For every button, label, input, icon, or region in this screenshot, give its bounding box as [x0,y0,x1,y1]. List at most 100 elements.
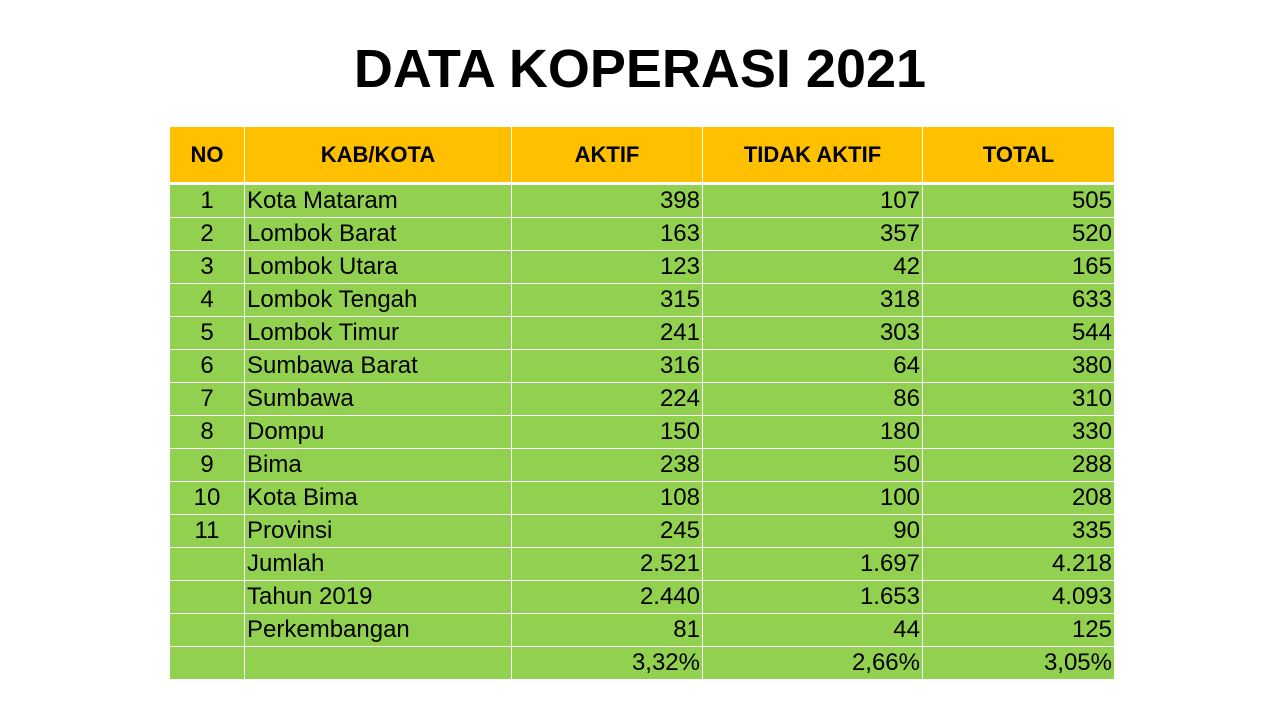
cell-total: 380 [922,349,1115,383]
header-aktif: AKTIF [511,126,703,184]
table-row: 11 Provinsi 245 90 335 [169,514,1115,548]
table-row: 7 Sumbawa 224 86 310 [169,382,1115,416]
cell-aktif: 108 [511,481,703,515]
cell-tidak-aktif: 303 [702,316,923,350]
table-row: 3,32% 2,66% 3,05% [169,646,1115,680]
cell-tidak-aktif: 180 [702,415,923,449]
table-row: 8 Dompu 150 180 330 [169,415,1115,449]
cell-aktif: 163 [511,217,703,251]
cell-no: 10 [169,481,245,515]
cell-total: 208 [922,481,1115,515]
cell-tidak-aktif: 42 [702,250,923,284]
header-tidak-aktif: TIDAK AKTIF [702,126,923,184]
cell-kab-kota: Kota Mataram [244,182,512,218]
cell-total: 4.218 [922,547,1115,581]
cell-no: 11 [169,514,245,548]
table-row: 1 Kota Mataram 398 107 505 [169,182,1115,218]
header-kab-kota: KAB/KOTA [244,126,512,184]
cell-total: 520 [922,217,1115,251]
cell-kab-kota [244,646,512,680]
cell-no: 3 [169,250,245,284]
cell-kab-kota: Lombok Timur [244,316,512,350]
cell-aktif: 224 [511,382,703,416]
table-row: 2 Lombok Barat 163 357 520 [169,217,1115,251]
table-row: 10 Kota Bima 108 100 208 [169,481,1115,515]
cell-aktif: 238 [511,448,703,482]
table-body: 1 Kota Mataram 398 107 505 2 Lombok Barat 163 35… [169,182,1115,680]
cell-no: 1 [169,182,245,218]
cell-aktif: 245 [511,514,703,548]
cell-no [169,580,245,614]
cell-no [169,547,245,581]
cell-kab-kota: Dompu [244,415,512,449]
cell-no: 7 [169,382,245,416]
cell-total: 310 [922,382,1115,416]
cell-tidak-aktif: 1.697 [702,547,923,581]
cell-total: 505 [922,182,1115,218]
table-row: 4 Lombok Tengah 315 318 633 [169,283,1115,317]
header-total: TOTAL [922,126,1115,184]
table-row: 3 Lombok Utara 123 42 165 [169,250,1115,284]
cell-no: 2 [169,217,245,251]
table-row: Tahun 2019 2.440 1.653 4.093 [169,580,1115,614]
cell-kab-kota: Tahun 2019 [244,580,512,614]
cell-kab-kota: Lombok Utara [244,250,512,284]
cell-no: 6 [169,349,245,383]
cell-kab-kota: Sumbawa Barat [244,349,512,383]
cell-total: 288 [922,448,1115,482]
cell-total: 544 [922,316,1115,350]
cell-tidak-aktif: 44 [702,613,923,647]
cell-kab-kota: Lombok Barat [244,217,512,251]
cell-tidak-aktif: 90 [702,514,923,548]
cell-tidak-aktif: 50 [702,448,923,482]
cell-no [169,646,245,680]
cell-tidak-aktif: 107 [702,182,923,218]
cell-no: 9 [169,448,245,482]
cell-kab-kota: Perkembangan [244,613,512,647]
cell-kab-kota: Sumbawa [244,382,512,416]
cell-total: 4.093 [922,580,1115,614]
cell-tidak-aktif: 86 [702,382,923,416]
cell-aktif: 81 [511,613,703,647]
cell-no [169,613,245,647]
cell-aktif: 2.521 [511,547,703,581]
cell-aktif: 2.440 [511,580,703,614]
cell-total: 3,05% [922,646,1115,680]
cell-tidak-aktif: 1.653 [702,580,923,614]
cell-total: 633 [922,283,1115,317]
table-row: 6 Sumbawa Barat 316 64 380 [169,349,1115,383]
cell-total: 165 [922,250,1115,284]
cell-aktif: 123 [511,250,703,284]
cell-aktif: 398 [511,182,703,218]
table-row: 9 Bima 238 50 288 [169,448,1115,482]
cell-kab-kota: Lombok Tengah [244,283,512,317]
cell-kab-kota: Provinsi [244,514,512,548]
cell-tidak-aktif: 318 [702,283,923,317]
cell-total: 330 [922,415,1115,449]
cell-aktif: 241 [511,316,703,350]
cell-kab-kota: Kota Bima [244,481,512,515]
cell-aktif: 150 [511,415,703,449]
table-row: 5 Lombok Timur 241 303 544 [169,316,1115,350]
cell-no: 5 [169,316,245,350]
cell-kab-kota: Bima [244,448,512,482]
cell-aktif: 3,32% [511,646,703,680]
koperasi-table: NO KAB/KOTA AKTIF TIDAK AKTIF TOTAL 1 Kot… [169,126,1115,680]
cell-tidak-aktif: 100 [702,481,923,515]
cell-total: 125 [922,613,1115,647]
cell-no: 8 [169,415,245,449]
cell-no: 4 [169,283,245,317]
cell-aktif: 315 [511,283,703,317]
cell-total: 335 [922,514,1115,548]
page-title: DATA KOPERASI 2021 [353,39,927,99]
table-row: Jumlah 2.521 1.697 4.218 [169,547,1115,581]
cell-tidak-aktif: 2,66% [702,646,923,680]
table-row: Perkembangan 81 44 125 [169,613,1115,647]
cell-kab-kota: Jumlah [244,547,512,581]
header-no: NO [169,126,245,184]
cell-aktif: 316 [511,349,703,383]
table-header-row: NO KAB/KOTA AKTIF TIDAK AKTIF TOTAL [169,126,1115,184]
cell-tidak-aktif: 64 [702,349,923,383]
cell-tidak-aktif: 357 [702,217,923,251]
